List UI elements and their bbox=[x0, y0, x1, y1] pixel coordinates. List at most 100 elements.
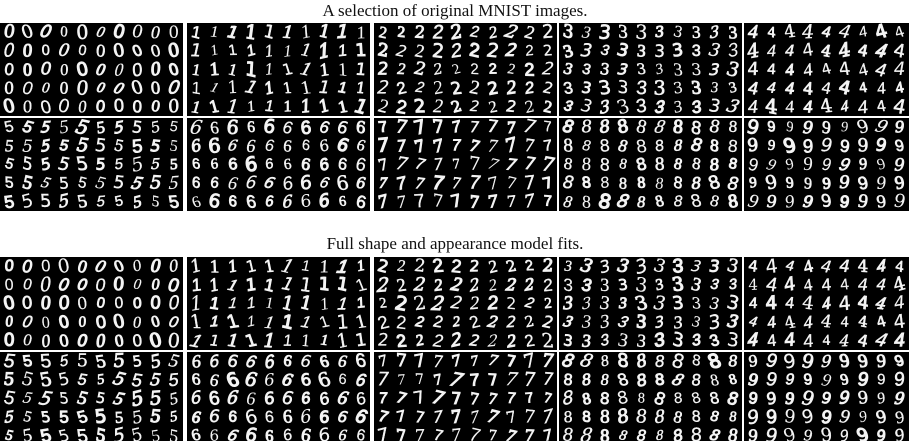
digit: 5 bbox=[113, 173, 124, 194]
digit: 3 bbox=[653, 292, 667, 316]
digit: 3 bbox=[636, 41, 646, 61]
digit: 5 bbox=[168, 370, 180, 391]
digit: 8 bbox=[562, 425, 574, 441]
digit: 5 bbox=[169, 425, 180, 441]
digit: 9 bbox=[766, 369, 778, 391]
digit: 4 bbox=[857, 292, 870, 314]
digit: 9 bbox=[839, 135, 850, 156]
digit: 2 bbox=[506, 97, 517, 116]
digit: 7 bbox=[396, 426, 408, 441]
digit: 2 bbox=[431, 39, 445, 63]
digit: 7 bbox=[377, 369, 389, 390]
digit: 8 bbox=[727, 136, 739, 157]
digit: 9 bbox=[802, 349, 815, 374]
digit: 4 bbox=[748, 276, 758, 295]
digit: 7 bbox=[542, 405, 555, 429]
digit: 6 bbox=[226, 388, 239, 409]
digit: 2 bbox=[541, 21, 554, 43]
digit: 3 bbox=[726, 329, 740, 352]
caption: Full shape and appearance model fits. bbox=[327, 234, 584, 253]
digit: 0 bbox=[4, 258, 14, 275]
digit: 6 bbox=[284, 352, 292, 370]
digit: 8 bbox=[728, 119, 738, 136]
digit: 9 bbox=[857, 135, 868, 157]
digit: 7 bbox=[470, 388, 479, 410]
digit: 9 bbox=[875, 173, 887, 193]
digit: 1 bbox=[264, 60, 275, 79]
digit: 5 bbox=[39, 192, 52, 212]
digit: 3 bbox=[692, 23, 701, 42]
digit: 2 bbox=[397, 61, 406, 78]
digit: 2 bbox=[488, 61, 497, 77]
digit: 6 bbox=[207, 134, 221, 158]
digit: 5 bbox=[114, 156, 124, 174]
digit-panel: 3333333333333333333333333333333333333333… bbox=[559, 20, 742, 119]
digit: 1 bbox=[300, 331, 312, 351]
digit: 5 bbox=[40, 118, 52, 136]
digit: 8 bbox=[581, 154, 591, 175]
digit: 8 bbox=[579, 424, 593, 441]
digit: 0 bbox=[168, 95, 180, 118]
digit: 4 bbox=[839, 256, 850, 276]
digit: 0 bbox=[150, 78, 161, 98]
digit: 0 bbox=[113, 97, 125, 117]
digit-panel: 8888888888888888888888888888888888888888… bbox=[559, 116, 742, 214]
digit-panel: 6666666666666666666666666666666666666666… bbox=[187, 115, 370, 213]
digit: 7 bbox=[396, 351, 407, 372]
digit: 0 bbox=[60, 24, 69, 41]
digit: 8 bbox=[600, 426, 609, 441]
digit: 8 bbox=[691, 173, 702, 192]
digit: 6 bbox=[192, 174, 201, 193]
digit: 8 bbox=[654, 406, 665, 428]
digit: 0 bbox=[95, 41, 107, 62]
digit: 5 bbox=[170, 136, 179, 155]
digit: 6 bbox=[301, 137, 311, 154]
digit: 2 bbox=[415, 331, 424, 349]
digit: 9 bbox=[804, 173, 813, 194]
digit: 2 bbox=[468, 39, 480, 62]
digit: 8 bbox=[672, 116, 684, 138]
digit: 2 bbox=[451, 39, 462, 63]
digit: 1 bbox=[263, 77, 275, 98]
digit: 0 bbox=[42, 43, 50, 60]
digit: 4 bbox=[858, 256, 868, 276]
digit: 5 bbox=[4, 407, 14, 427]
digit: 4 bbox=[858, 96, 869, 118]
digit: 3 bbox=[580, 40, 593, 62]
digit: 9 bbox=[876, 350, 887, 372]
digit: 7 bbox=[506, 352, 518, 372]
digit-panel: 2222222222222222222222222222222222222222… bbox=[374, 20, 557, 118]
digit: 0 bbox=[4, 276, 15, 294]
digit: 8 bbox=[582, 191, 591, 212]
digit: 1 bbox=[245, 275, 257, 296]
digit: 5 bbox=[150, 407, 162, 428]
digit: 1 bbox=[284, 98, 292, 115]
digit: 3 bbox=[654, 41, 665, 61]
digit: 4 bbox=[747, 330, 759, 351]
digit: 0 bbox=[41, 312, 51, 331]
digit: 1 bbox=[338, 59, 348, 80]
digit: 6 bbox=[265, 193, 274, 211]
digit: 6 bbox=[263, 117, 277, 138]
digit: 4 bbox=[783, 330, 796, 351]
digit: 9 bbox=[767, 138, 776, 155]
digit: 3 bbox=[597, 21, 612, 44]
digit: 1 bbox=[209, 59, 220, 81]
digit: 8 bbox=[562, 387, 575, 411]
digit: 4 bbox=[767, 61, 777, 78]
digit: 8 bbox=[616, 405, 629, 429]
digit: 4 bbox=[894, 330, 906, 351]
digit: 8 bbox=[581, 370, 591, 389]
digit: 3 bbox=[673, 97, 683, 117]
digit: 3 bbox=[599, 96, 611, 118]
figure: A selection of original MNIST images. Fu… bbox=[0, 0, 909, 441]
digit-panel: 1111111111111111111111111111111111111111… bbox=[187, 254, 370, 354]
digit: 4 bbox=[785, 97, 795, 116]
digit: 3 bbox=[709, 60, 721, 79]
digit: 8 bbox=[598, 189, 611, 214]
digit: 0 bbox=[166, 329, 181, 353]
digit: 5 bbox=[58, 389, 69, 408]
digit: 5 bbox=[4, 174, 14, 192]
digit: 6 bbox=[263, 370, 275, 389]
